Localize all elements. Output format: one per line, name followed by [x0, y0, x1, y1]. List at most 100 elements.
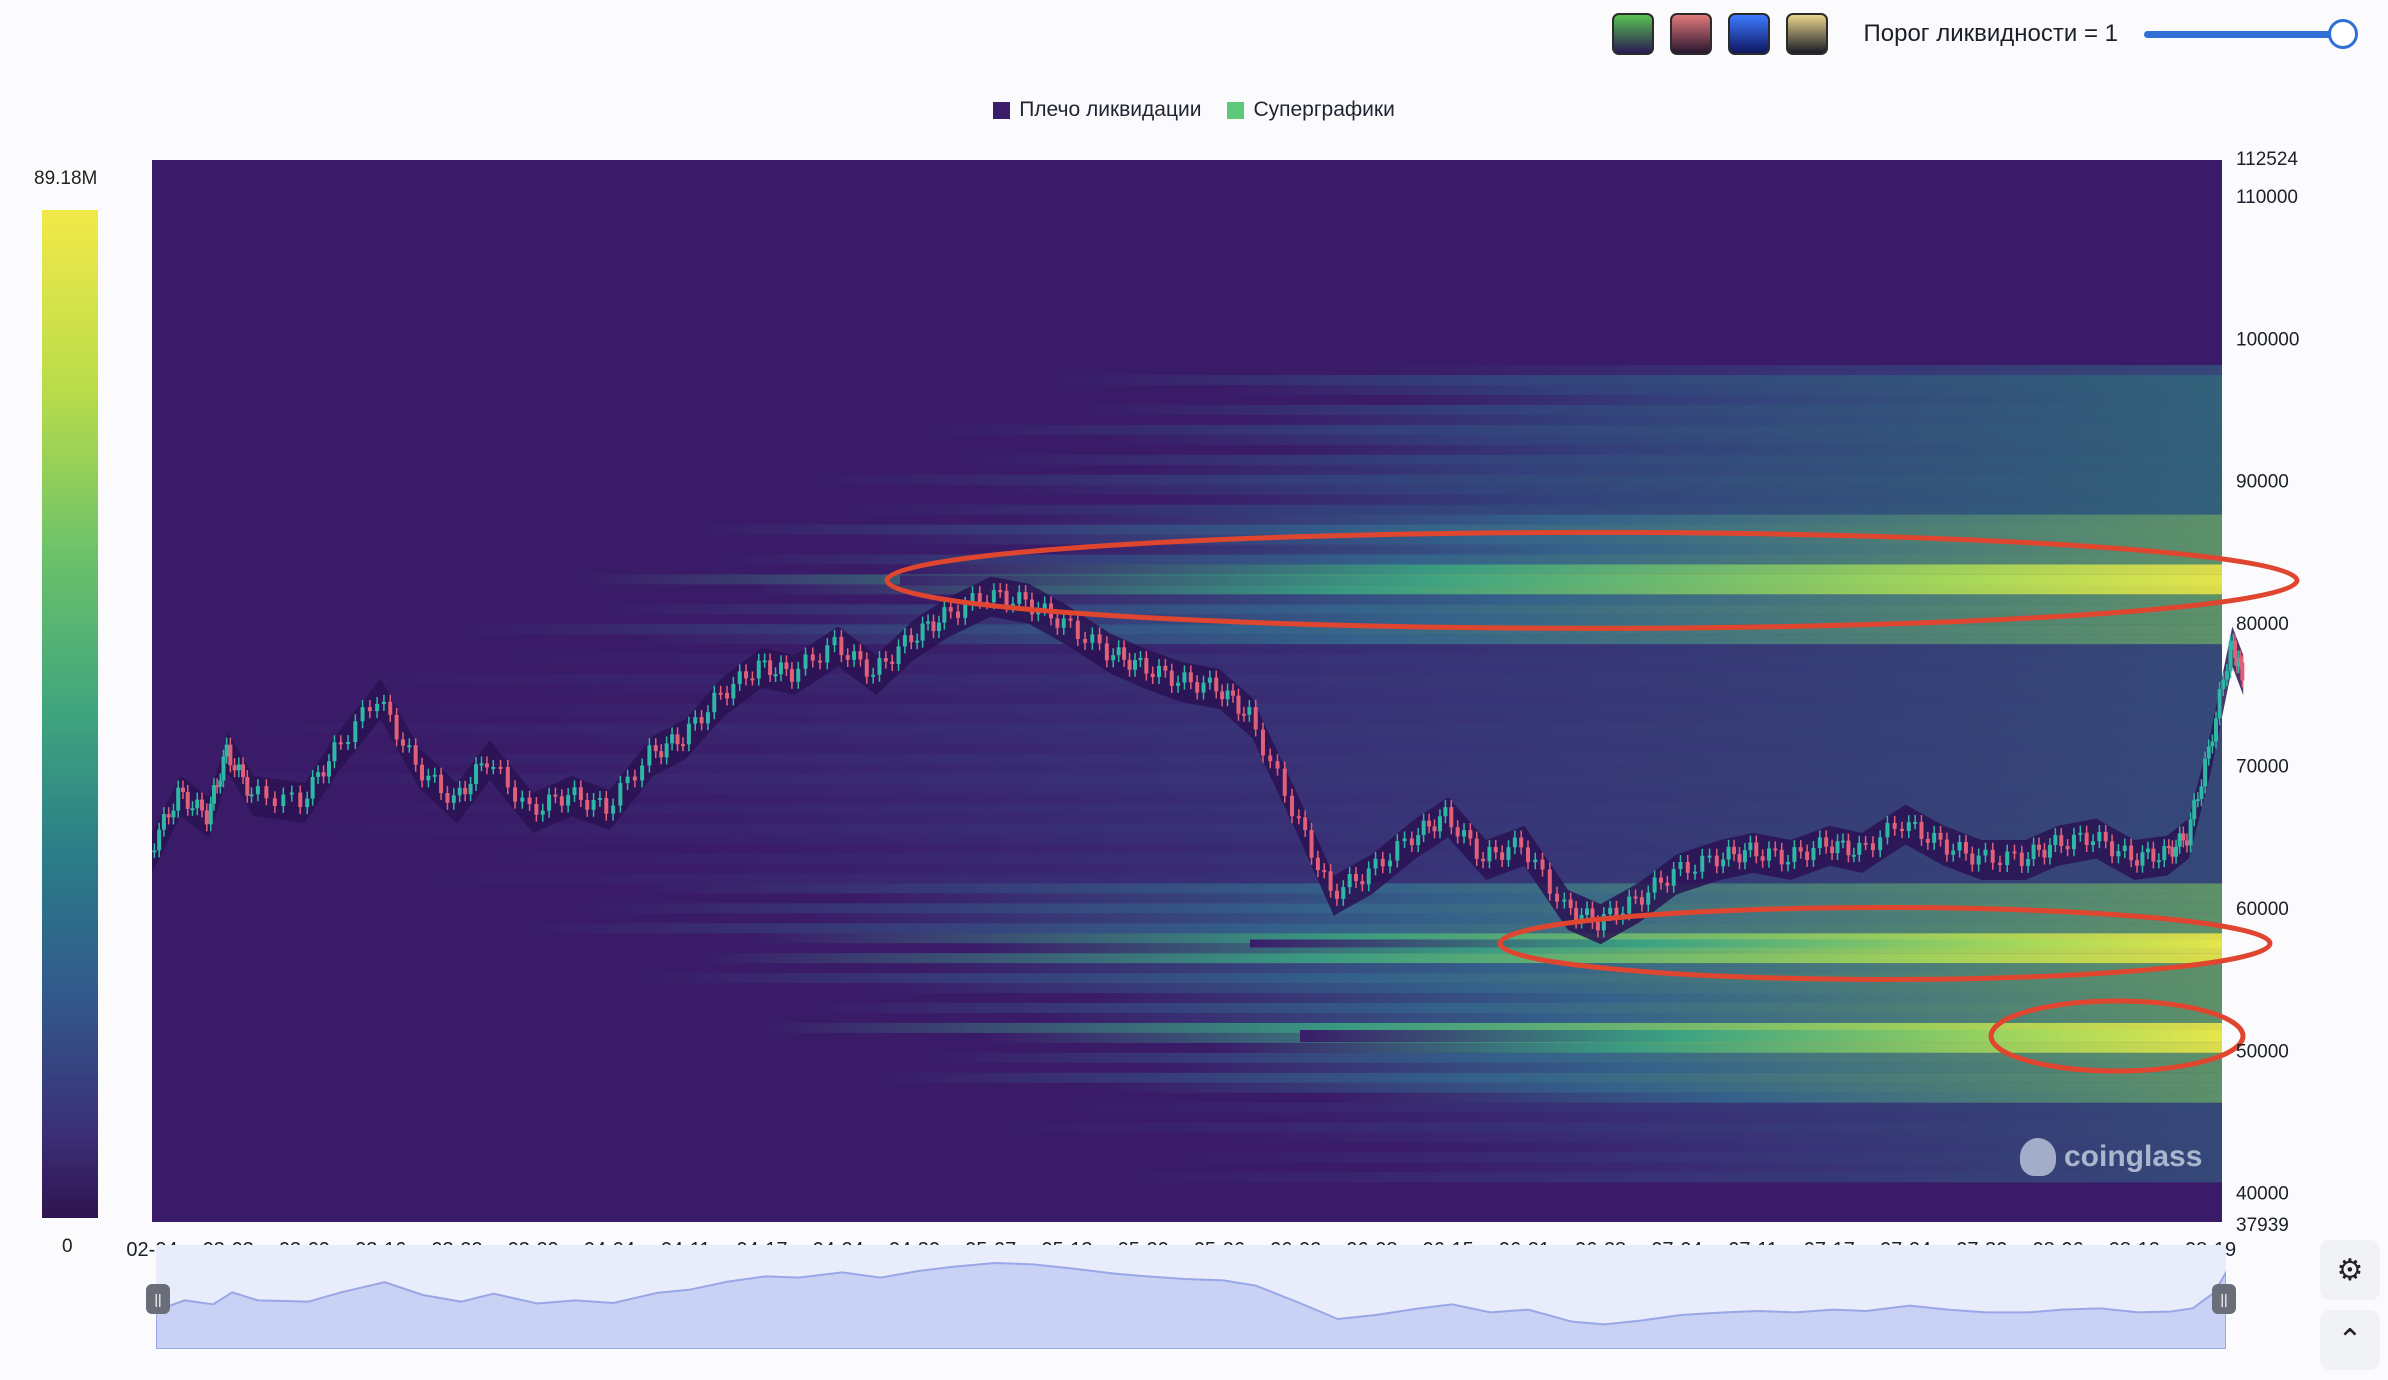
candle-body — [1443, 807, 1448, 817]
candle-body — [1061, 618, 1066, 628]
candle-body — [321, 772, 326, 777]
heatmap-band — [468, 624, 2223, 635]
heatmap-band — [302, 823, 2222, 834]
candle-body — [439, 774, 444, 794]
threshold-slider-knob[interactable] — [2328, 19, 2358, 49]
candle-body — [180, 787, 185, 792]
heatmap-band — [498, 654, 2223, 665]
candle-body — [810, 654, 815, 661]
candle-body — [520, 797, 525, 802]
candle-body — [547, 794, 552, 811]
candle-body — [572, 787, 577, 796]
toolbar: Порог ликвидности = 1 — [1611, 12, 2358, 56]
candle-body — [2091, 841, 2096, 845]
candle-body — [578, 787, 583, 800]
candle-body — [166, 814, 171, 818]
candle-body — [2240, 662, 2245, 681]
candle-body — [768, 660, 773, 676]
heatmap-band — [768, 1022, 2222, 1033]
heatmap-band — [1395, 1162, 2222, 1173]
candle-body — [1601, 914, 1606, 931]
y-tick-label: 90000 — [2236, 472, 2289, 493]
settings-alert-button[interactable]: ⚙ — [2320, 1240, 2380, 1300]
candle-body — [1863, 842, 1868, 845]
palette-grey-button[interactable] — [1785, 13, 1828, 55]
heatmap-band — [762, 584, 2222, 595]
heatmap-band — [645, 634, 2223, 645]
candle-body — [1919, 821, 1924, 839]
navigator-left-handle[interactable]: || — [146, 1284, 170, 1314]
scroll-top-button[interactable]: ⌃ — [2320, 1310, 2380, 1370]
candle-body — [346, 742, 351, 745]
y-tick-label: 37939 — [2236, 1215, 2289, 1236]
candle-body — [1487, 846, 1492, 862]
candle-body — [1878, 837, 1883, 851]
navigator-sparkline — [155, 1261, 2227, 1350]
threshold-slider[interactable] — [2144, 12, 2358, 56]
candle-body — [1590, 908, 1595, 923]
palette-viridis-button[interactable] — [1611, 13, 1654, 55]
timeline-navigator[interactable] — [155, 1245, 2227, 1350]
candle-body — [310, 776, 315, 799]
candle-body — [505, 767, 510, 788]
candle-body — [185, 791, 190, 809]
heatmap-band — [642, 883, 2222, 894]
heatmap-band — [1215, 1042, 2222, 1053]
annotation-ellipse-51000 — [1988, 998, 2246, 1074]
candle-body — [2156, 860, 2161, 863]
candle-body — [1614, 907, 1619, 918]
candle-body — [1830, 846, 1835, 854]
candle-body — [1373, 858, 1378, 869]
candle-body — [553, 794, 558, 797]
legend-item-liquidation-leverage[interactable]: Плечо ликвидации — [993, 98, 1201, 122]
heatmap-band — [632, 793, 2222, 804]
candle-body — [1163, 665, 1168, 671]
annotation-ellipse-83000 — [884, 529, 2300, 631]
candle-body — [1639, 897, 1644, 905]
candle-body — [171, 810, 176, 818]
candle-body — [675, 734, 680, 745]
candle-body — [1938, 832, 1943, 840]
legend-item-supercharts[interactable]: Суперграфики — [1227, 98, 1395, 122]
candle-body — [1275, 761, 1280, 769]
candle-body — [1116, 647, 1121, 656]
candle-body — [1805, 851, 1810, 860]
heatmap-band — [705, 953, 2223, 964]
palette-red-button[interactable] — [1669, 13, 1712, 55]
candle-body — [1899, 828, 1904, 832]
candle-body — [1138, 657, 1143, 661]
legend-label-supercharts: Суперграфики — [1253, 98, 1395, 121]
candle-body — [2233, 640, 2238, 658]
candle-body — [920, 623, 925, 641]
candle-body — [1732, 846, 1737, 855]
candle-body — [338, 742, 343, 745]
navigator-right-handle[interactable]: || — [2212, 1284, 2236, 1314]
candle-body — [1315, 857, 1320, 871]
candle-body — [221, 756, 226, 781]
candle-body — [991, 590, 996, 603]
candle-body — [2042, 849, 2047, 858]
heatmap-band — [875, 983, 2223, 994]
candle-body — [1207, 677, 1212, 683]
chart-legend: Плечо ликвидации Суперграфики — [0, 98, 2388, 122]
candle-body — [527, 797, 532, 805]
heatmap-band — [382, 703, 2222, 714]
candle-body — [394, 714, 399, 740]
y-tick-label: 40000 — [2236, 1184, 2289, 1205]
candle-body — [1892, 822, 1897, 829]
candle-body — [896, 646, 901, 664]
palette-blue-button[interactable] — [1727, 13, 1770, 55]
y-tick-label: 60000 — [2236, 899, 2289, 920]
candle-body — [773, 674, 778, 677]
candle-body — [1176, 682, 1181, 686]
heatmap-band — [705, 693, 2223, 704]
candle-body — [1932, 832, 1937, 843]
threshold-slider-track[interactable] — [2144, 31, 2344, 38]
candle-body — [1714, 855, 1719, 867]
candle-body — [2122, 845, 2127, 852]
candle-body — [2151, 848, 2156, 862]
candle-body — [255, 786, 260, 795]
candle-body — [232, 765, 237, 771]
candle-body — [1646, 892, 1651, 905]
